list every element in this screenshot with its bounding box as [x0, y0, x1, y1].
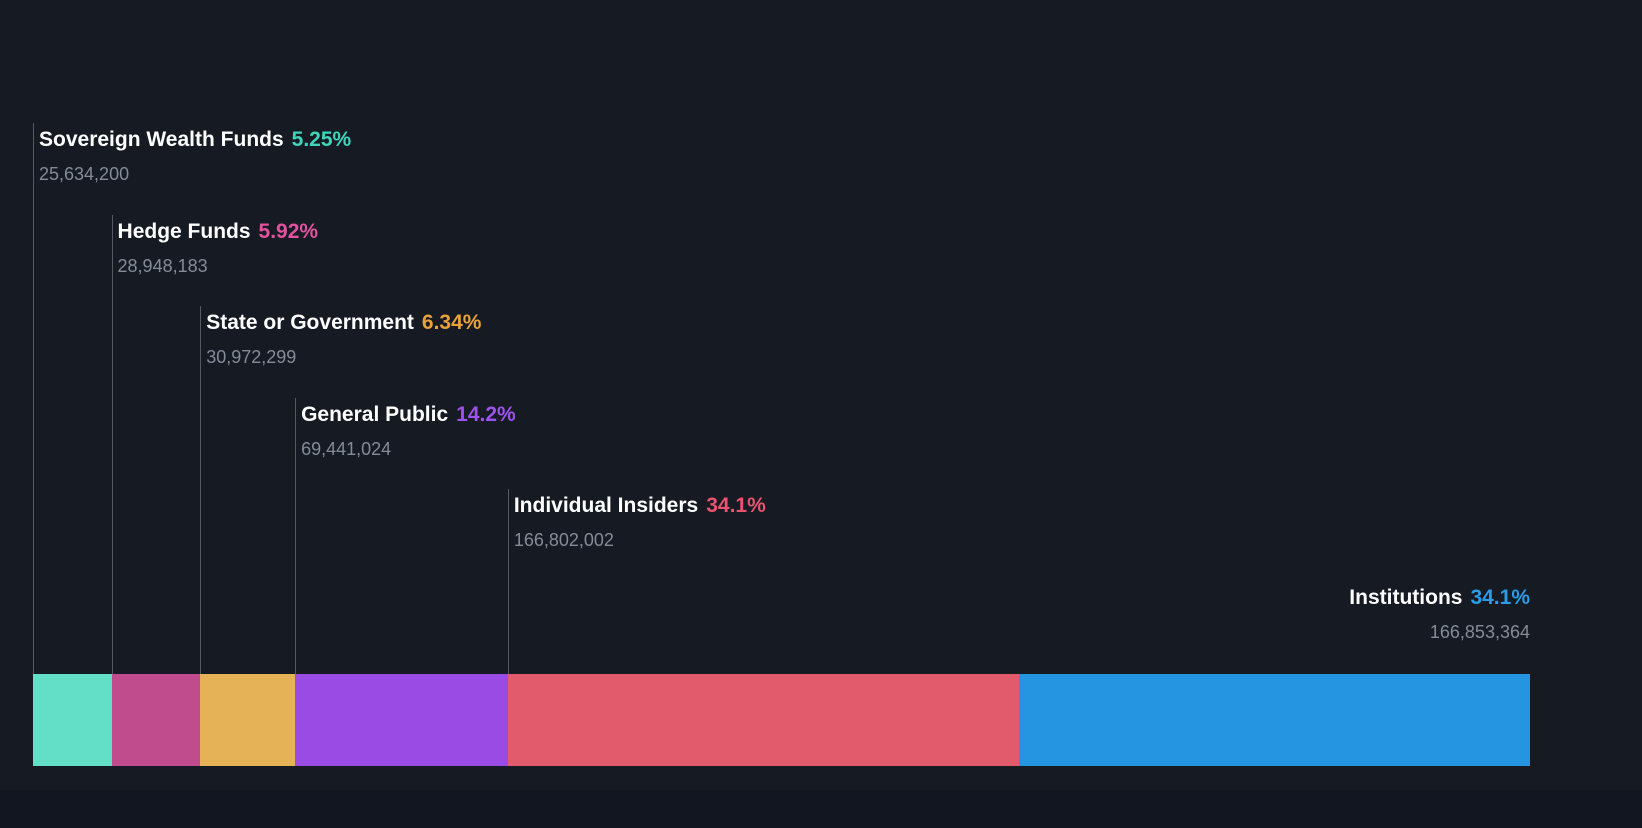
leader-line-sovereign-wealth-funds [33, 123, 34, 674]
ownership-title: Hedge Funds 5.92% [118, 219, 319, 244]
ownership-title: Individual Insiders 34.1% [514, 493, 766, 518]
ownership-percentage: 34.1% [1470, 585, 1530, 609]
ownership-category-name: Hedge Funds [117, 219, 251, 243]
ownership-share-count: 25,634,200 [39, 164, 130, 184]
ownership-category-name: State or Government [206, 311, 414, 334]
ownership-percentage: 6.34% [421, 311, 482, 334]
ownership-label-individual-insiders: Individual Insiders 34.1% 166,802,002 [514, 493, 766, 551]
ownership-title: Sovereign Wealth Funds 5.25% [39, 127, 351, 152]
ownership-category-name: General Public [301, 402, 449, 426]
bar-segment-hedge-funds[interactable] [111, 674, 201, 766]
ownership-label-general-public: General Public 14.2% 69,441,024 [301, 402, 516, 460]
ownership-percentage: 14.2% [456, 402, 516, 426]
ownership-share-count: 166,802,002 [513, 530, 614, 550]
ownership-percentage: 34.1% [706, 494, 766, 517]
ownership-title: Institutions 34.1% [1349, 585, 1530, 610]
bar-segment-state-or-government[interactable] [200, 674, 296, 766]
ownership-share-count: 166,853,364 [1429, 621, 1530, 642]
leader-line-state-or-government [200, 306, 202, 674]
leader-line-hedge-funds [111, 214, 113, 674]
bottom-strip [0, 790, 1642, 828]
ownership-category-name: Institutions [1349, 585, 1463, 609]
ownership-share-count: 30,972,299 [206, 347, 297, 367]
bar-segment-individual-insiders[interactable] [507, 674, 1019, 766]
ownership-percentage: 5.92% [258, 219, 319, 243]
ownership-percentage: 5.25% [291, 128, 352, 151]
ownership-label-hedge-funds: Hedge Funds 5.92% 28,948,183 [118, 219, 319, 277]
ownership-bar [33, 674, 1530, 766]
ownership-title: State or Government 6.34% [206, 310, 481, 335]
ownership-label-state-or-government: State or Government 6.34% 30,972,299 [206, 310, 481, 368]
ownership-label-institutions: Institutions 34.1% 166,853,364 [1349, 585, 1530, 643]
ownership-share-count: 69,441,024 [301, 438, 392, 459]
ownership-share-count: 28,948,183 [117, 255, 208, 276]
leader-line-general-public [295, 397, 297, 674]
ownership-category-name: Sovereign Wealth Funds [39, 128, 284, 151]
bar-segment-institutions[interactable] [1018, 674, 1530, 766]
ownership-title: General Public 14.2% [301, 402, 516, 427]
ownership-category-name: Individual Insiders [513, 494, 699, 517]
bar-segment-general-public[interactable] [295, 674, 508, 766]
leader-line-individual-insiders [507, 489, 509, 674]
bar-segment-sovereign-wealth-funds[interactable] [33, 674, 112, 766]
ownership-label-sovereign-wealth-funds: Sovereign Wealth Funds 5.25% 25,634,200 [39, 127, 351, 185]
